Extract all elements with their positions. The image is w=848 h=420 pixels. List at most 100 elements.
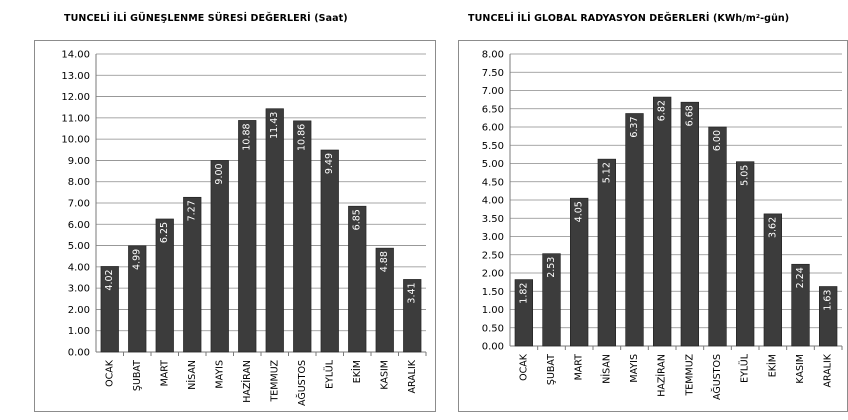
- y-tick-label: 3.50: [482, 214, 504, 225]
- bar: [210, 160, 229, 353]
- y-tick-label: 13.00: [61, 71, 90, 82]
- bar: [514, 279, 533, 347]
- bar-value-label: 2.53: [546, 257, 557, 278]
- bar-value-label: 1.82: [518, 283, 529, 304]
- category-label: OCAK: [104, 359, 115, 387]
- bar-value-label: 9.49: [324, 153, 335, 174]
- bar-value-label: 3.41: [407, 282, 418, 303]
- bar: [320, 149, 339, 353]
- y-tick-label: 11.00: [61, 113, 90, 124]
- y-tick-label: 12.00: [61, 92, 90, 103]
- bar-value-label: 3.62: [767, 217, 778, 238]
- bar-value-label: 6.85: [352, 209, 363, 230]
- category-label: KASIM: [379, 360, 390, 390]
- category-label: MART: [159, 360, 170, 387]
- category-label: MAYIS: [629, 354, 640, 383]
- y-tick-label: 2.00: [68, 305, 90, 316]
- category-label: EKİM: [352, 360, 363, 383]
- y-tick-label: 0.00: [482, 342, 504, 353]
- category-label: HAZİRAN: [657, 354, 668, 397]
- chart-title-sunshine: TUNCELİ İLİ GÜNEŞLENME SÜRESİ DEĞERLERİ …: [64, 13, 348, 24]
- y-tick-label: 2.50: [482, 250, 504, 261]
- y-tick-label: 6.50: [482, 104, 504, 115]
- bar: [791, 263, 810, 347]
- category-label: TEMMUZ: [684, 354, 695, 397]
- bar: [403, 279, 422, 353]
- category-label: ŞUBAT: [132, 360, 143, 391]
- category-label: NİSAN: [601, 354, 612, 384]
- bar-value-label: 11.43: [269, 112, 280, 139]
- bar: [736, 161, 755, 347]
- bar-value-label: 10.88: [242, 123, 253, 150]
- bar-value-label: 6.37: [629, 116, 640, 137]
- y-tick-label: 14.00: [61, 50, 90, 61]
- y-tick-label: 5.00: [482, 159, 504, 170]
- category-label: ARALIK: [823, 353, 834, 387]
- bar: [128, 245, 147, 353]
- y-tick-label: 4.50: [482, 177, 504, 188]
- global-radiation-chart: 0.00 0.50 1.00 1.50 2.00 2.50 3.00 3.50 4.00 4.50…: [458, 40, 848, 412]
- bar-value-label: 7.27: [187, 200, 198, 221]
- y-tick-label: 9.00: [68, 156, 90, 167]
- category-label: HAZİRAN: [242, 360, 253, 403]
- y-tick-label: 7.00: [68, 199, 90, 210]
- bar: [293, 120, 312, 353]
- y-tick-label: 1.00: [68, 326, 90, 337]
- category-label: TEMMUZ: [269, 360, 280, 403]
- bar-value-label: 10.86: [297, 124, 308, 151]
- category-label: KASIM: [795, 354, 806, 384]
- bar: [375, 247, 394, 353]
- bar-value-label: 6.25: [159, 222, 170, 243]
- bar-value-label: 2.24: [795, 267, 806, 288]
- bar: [680, 101, 699, 347]
- y-tick-label: 1.00: [482, 305, 504, 316]
- category-label: ŞUBAT: [546, 354, 557, 385]
- bar-value-label: 4.02: [104, 269, 115, 290]
- bar: [597, 158, 616, 347]
- bar: [708, 126, 727, 347]
- bar: [183, 196, 202, 353]
- chart-frame: [458, 40, 848, 412]
- y-tick-label: 2.00: [482, 269, 504, 280]
- category-label: AĞUSTOS: [711, 354, 723, 400]
- category-label: AĞUSTOS: [296, 360, 308, 406]
- y-tick-label: 3.00: [482, 232, 504, 243]
- y-tick-label: 0.00: [68, 348, 90, 359]
- y-tick-label: 8.00: [68, 177, 90, 188]
- bar-value-label: 9.00: [214, 163, 225, 184]
- y-tick-label: 7.00: [482, 86, 504, 97]
- bar: [155, 218, 174, 353]
- y-tick-label: 5.50: [482, 141, 504, 152]
- y-tick-label: 8.00: [482, 50, 504, 61]
- bar: [819, 286, 838, 347]
- chart-title-radiation: TUNCELİ İLİ GLOBAL RADYASYON DEĞERLERİ (…: [468, 13, 790, 24]
- y-tick-label: 6.00: [68, 220, 90, 231]
- category-label: EKİM: [767, 354, 778, 377]
- y-tick-label: 1.50: [482, 287, 504, 298]
- category-label: NİSAN: [187, 360, 198, 390]
- bar: [348, 205, 367, 353]
- bar-value-label: 4.99: [132, 249, 143, 270]
- category-label: EYLÜL: [740, 353, 751, 383]
- bar-value-label: 6.68: [684, 105, 695, 126]
- y-tick-label: 5.00: [68, 241, 90, 252]
- category-label: OCAK: [518, 353, 529, 381]
- sunshine-duration-chart: 0.00 1.00 2.00 3.00 4.00 5.00 6.00 7.00 8.00 9.00…: [34, 40, 436, 412]
- bar: [265, 108, 284, 353]
- bar-value-label: 4.05: [574, 201, 585, 222]
- bar-value-label: 4.88: [379, 251, 390, 272]
- category-label: MAYIS: [214, 360, 225, 389]
- y-tick-label: 3.00: [68, 284, 90, 295]
- bar: [625, 113, 644, 347]
- y-tick-label: 6.00: [482, 123, 504, 134]
- chart-frame: [34, 40, 436, 412]
- bar: [100, 266, 119, 353]
- bar-value-label: 5.05: [740, 165, 751, 186]
- bar-value-label: 6.82: [657, 100, 668, 121]
- y-tick-label: 10.00: [61, 135, 90, 146]
- bar: [763, 213, 782, 347]
- bar: [653, 96, 672, 347]
- bar: [238, 120, 257, 353]
- bar: [570, 197, 589, 347]
- y-tick-label: 0.50: [482, 323, 504, 334]
